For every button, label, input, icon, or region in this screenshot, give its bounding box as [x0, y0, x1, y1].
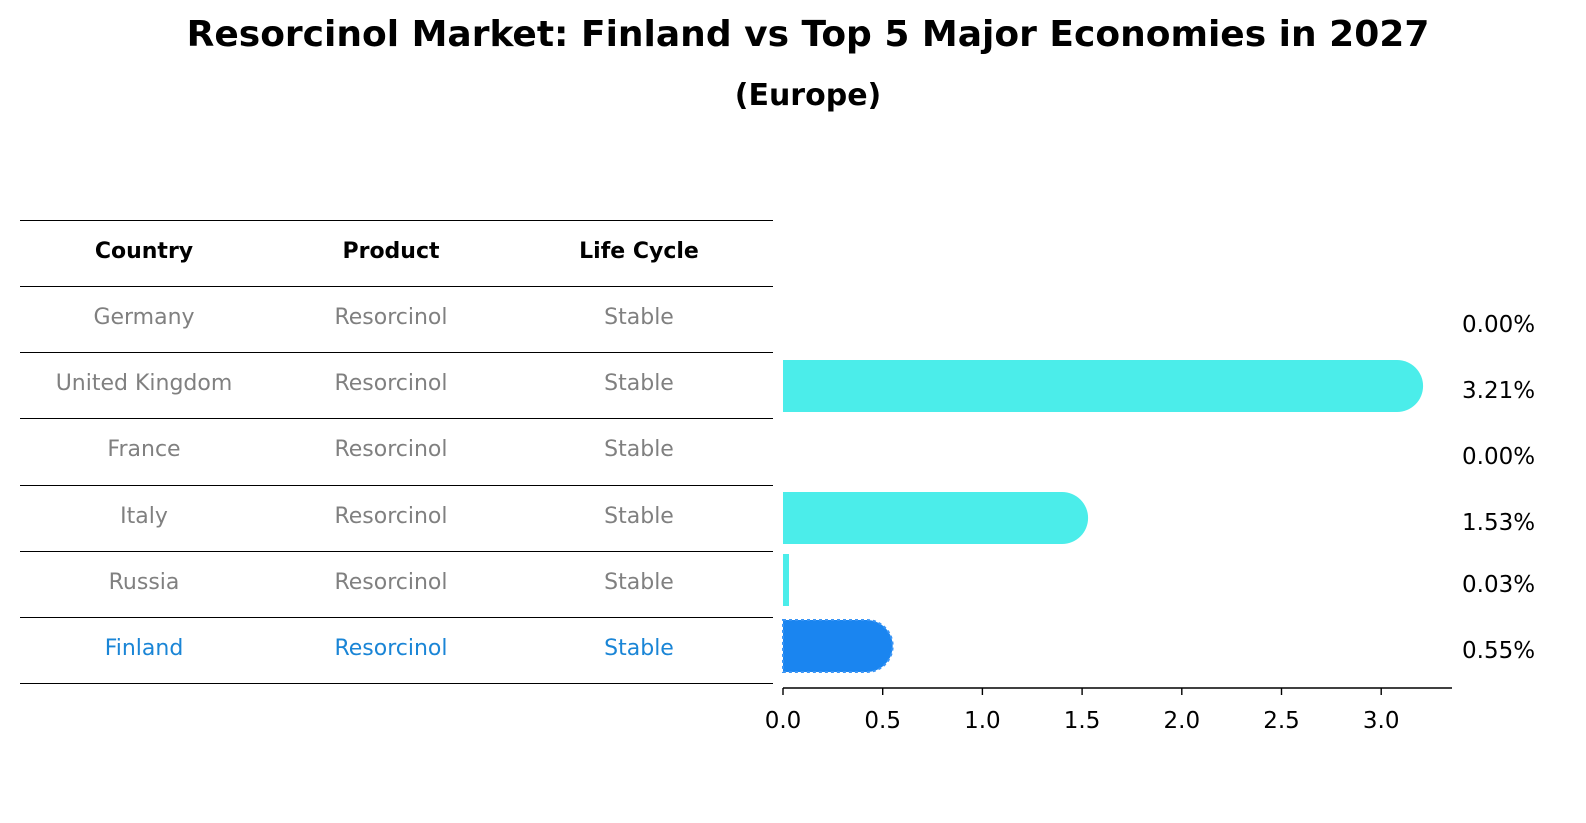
chart-title: Resorcinol Market: Finland vs Top 5 Majo… — [186, 14, 1430, 55]
bar-italy — [783, 492, 1089, 544]
table-cell-country: United Kingdom — [55, 371, 233, 397]
table-cell-country: Russia — [108, 569, 180, 595]
table-cell-life-cycle: Stable — [604, 305, 674, 330]
x-tick-label: 2.0 — [1164, 708, 1201, 734]
table-row-rule — [20, 550, 773, 552]
table-cell-product: Resorcinol — [334, 437, 448, 463]
table-cell-life-cycle: Stable — [604, 437, 674, 463]
table-cell-product: Resorcinol — [334, 569, 448, 595]
data-label: 3.21% — [1462, 378, 1535, 404]
chart-subtitle: (Europe) — [734, 78, 882, 113]
x-tick-label: 1.0 — [964, 708, 1001, 734]
table-cell-life-cycle: Stable — [604, 371, 674, 397]
table-cell-life-cycle: Stable — [604, 636, 674, 661]
table-cell-product: Resorcinol — [334, 503, 448, 529]
data-label: 0.00% — [1462, 312, 1535, 338]
bar-highlight-outline — [782, 619, 894, 673]
table-row-rule — [20, 683, 773, 685]
table-cell-life-cycle: Stable — [604, 569, 674, 595]
table-top-rule — [20, 220, 773, 221]
table-header-rule — [20, 286, 773, 287]
bar-finland — [783, 620, 893, 672]
bar-russia — [783, 554, 789, 606]
data-label: 1.53% — [1462, 510, 1535, 536]
table-cell-product: Resorcinol — [334, 636, 448, 661]
header-country: Country — [94, 239, 194, 264]
header-product: Product — [342, 239, 440, 264]
table-row-rule — [20, 484, 773, 486]
table-cell-product: Resorcinol — [334, 371, 448, 397]
data-label: 0.55% — [1462, 638, 1535, 664]
x-tick-label: 2.5 — [1263, 708, 1300, 734]
table-row-rule — [20, 352, 773, 354]
table-row-rule — [20, 617, 773, 618]
data-label: 0.00% — [1462, 444, 1535, 470]
table-cell-product: Resorcinol — [334, 305, 448, 330]
x-tick-label: 1.5 — [1064, 708, 1101, 734]
table-cell-country: France — [107, 437, 181, 463]
x-tick-label: 0.0 — [765, 708, 802, 734]
x-tick-label: 0.5 — [864, 708, 901, 734]
table-row-rule — [20, 418, 773, 420]
table-cell-country: Finland — [104, 636, 184, 661]
header-life-cycle: Life Cycle — [579, 239, 699, 264]
x-tick-label: 3.0 — [1363, 708, 1400, 734]
table-cell-country: Germany — [93, 305, 195, 330]
data-label: 0.03% — [1462, 572, 1535, 598]
table-cell-life-cycle: Stable — [604, 503, 674, 529]
table-cell-country: Italy — [120, 503, 168, 529]
bar-united-kingdom — [783, 360, 1424, 412]
